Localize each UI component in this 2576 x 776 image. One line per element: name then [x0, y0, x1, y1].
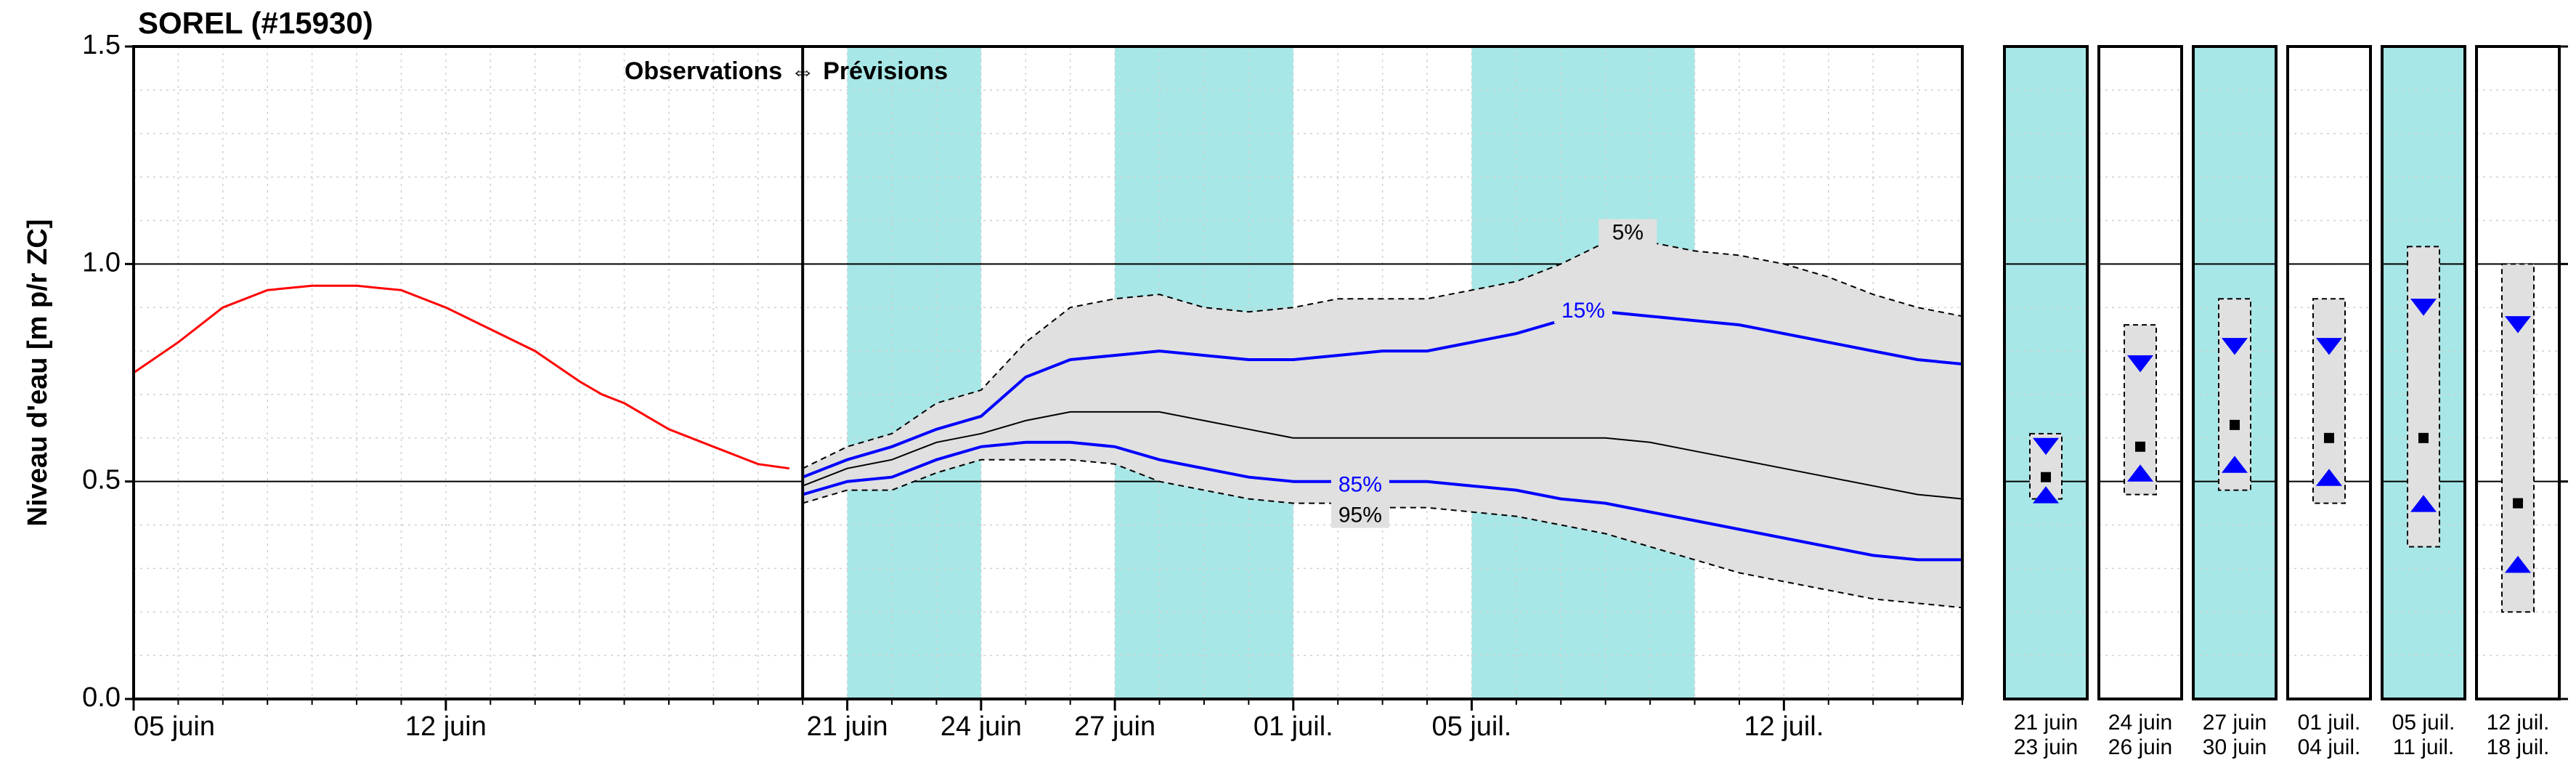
panel-date-end: 30 juin	[2203, 735, 2267, 759]
panel-median-marker	[2135, 442, 2145, 452]
ytick-label: 1.0	[82, 247, 121, 278]
panel-date-end: 18 juil.	[2487, 735, 2550, 759]
y-axis-label: Niveau d'eau [m p/r ZC]	[23, 219, 53, 527]
xtick-label: 12 juin	[405, 711, 487, 742]
panel-date-start: 05 juil.	[2392, 711, 2455, 735]
forecast-label: Prévisions	[823, 57, 948, 85]
panel-date-start: 27 juin	[2203, 711, 2267, 735]
ytick-label: 1.5	[82, 30, 121, 60]
chart-title: SOREL (#15930)	[138, 6, 373, 40]
ytick-label: 0.0	[82, 682, 121, 713]
xtick-label: 05 juil.	[1432, 711, 1512, 742]
panel-median-marker	[2041, 472, 2051, 482]
xtick-label: 27 juin	[1074, 711, 1155, 742]
panel-date-start: 24 juin	[2108, 711, 2172, 735]
panel-median-marker	[2418, 433, 2429, 443]
xtick-label: 12 juil.	[1744, 711, 1824, 742]
panel-date-end: 26 juin	[2108, 735, 2172, 759]
panel-date-start: 01 juil.	[2298, 711, 2361, 735]
panel-date-end: 04 juil.	[2298, 735, 2361, 759]
ytick-label: 0.5	[82, 465, 121, 496]
xtick-label: 21 juin	[807, 711, 888, 742]
percentile-label: 5%	[1612, 220, 1643, 244]
panel-date-start: 21 juin	[2014, 711, 2078, 735]
hydrograph-chart: 0.0 0.5 1.0 1.5 5% 15% 85% 95% ⇔ Observations Prév…	[0, 0, 2576, 776]
xtick-label: 24 juin	[940, 711, 1022, 742]
divider-arrow-icon: ⇔	[790, 57, 815, 85]
panel-median-marker	[2230, 420, 2240, 430]
xtick-label: 01 juil.	[1254, 711, 1333, 742]
percentile-label: 95%	[1338, 503, 1382, 527]
percentile-label: 15%	[1561, 299, 1605, 323]
xtick-label: 05 juin	[134, 711, 215, 742]
observations-label: Observations	[625, 57, 782, 85]
weekend-band	[848, 47, 981, 699]
panel-date-end: 23 juin	[2014, 735, 2078, 759]
panel-date-end: 11 juil.	[2393, 735, 2455, 759]
panel-median-marker	[2513, 498, 2523, 509]
panel-date-start: 12 juil.	[2487, 711, 2550, 735]
panel-median-marker	[2324, 433, 2334, 443]
percentile-label: 85%	[1338, 473, 1382, 497]
